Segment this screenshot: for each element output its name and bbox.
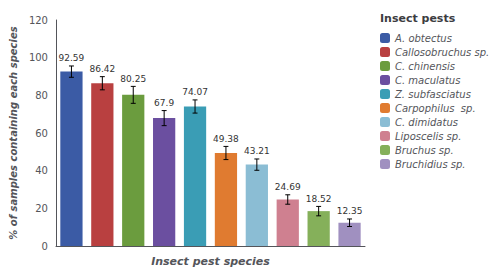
svg-text:43.21: 43.21 [244, 146, 270, 156]
svg-text:C. dimidatus: C. dimidatus [395, 117, 458, 128]
svg-text:Bruchus sp.: Bruchus sp. [395, 145, 454, 156]
svg-text:Bruchidius sp.: Bruchidius sp. [395, 159, 466, 170]
svg-text:60: 60 [35, 128, 48, 139]
svg-text:Z. subfasciatus: Z. subfasciatus [394, 89, 471, 100]
svg-text:Liposcelis sp.: Liposcelis sp. [395, 131, 461, 142]
svg-text:120: 120 [29, 15, 48, 26]
svg-text:92.59: 92.59 [59, 53, 85, 63]
svg-text:Insect pests: Insect pests [380, 12, 456, 25]
svg-text:49.38: 49.38 [213, 134, 239, 144]
svg-text:18.52: 18.52 [306, 194, 332, 204]
svg-text:Carpophilus sp.: Carpophilus sp. [395, 103, 476, 114]
svg-text:A. obtectus: A. obtectus [394, 33, 452, 44]
svg-text:86.42: 86.42 [89, 64, 115, 74]
svg-text:0: 0 [42, 241, 48, 252]
svg-text:74.07: 74.07 [182, 87, 208, 97]
svg-text:100: 100 [29, 52, 48, 63]
svg-text:40: 40 [35, 165, 48, 176]
svg-text:12.35: 12.35 [337, 206, 363, 216]
svg-text:67.9: 67.9 [154, 98, 174, 108]
svg-text:% of samples containing each s: % of samples containing each species [8, 26, 19, 239]
svg-text:C. maculatus: C. maculatus [395, 75, 460, 86]
svg-text:Callosobruchus sp.: Callosobruchus sp. [395, 47, 489, 58]
svg-text:20: 20 [35, 203, 48, 214]
svg-text:C. chinensis: C. chinensis [395, 61, 455, 72]
svg-text:24.69: 24.69 [275, 182, 301, 192]
svg-text:Insect pest species: Insect pest species [151, 255, 270, 268]
svg-text:80: 80 [35, 90, 48, 101]
svg-text:80.25: 80.25 [120, 74, 146, 84]
